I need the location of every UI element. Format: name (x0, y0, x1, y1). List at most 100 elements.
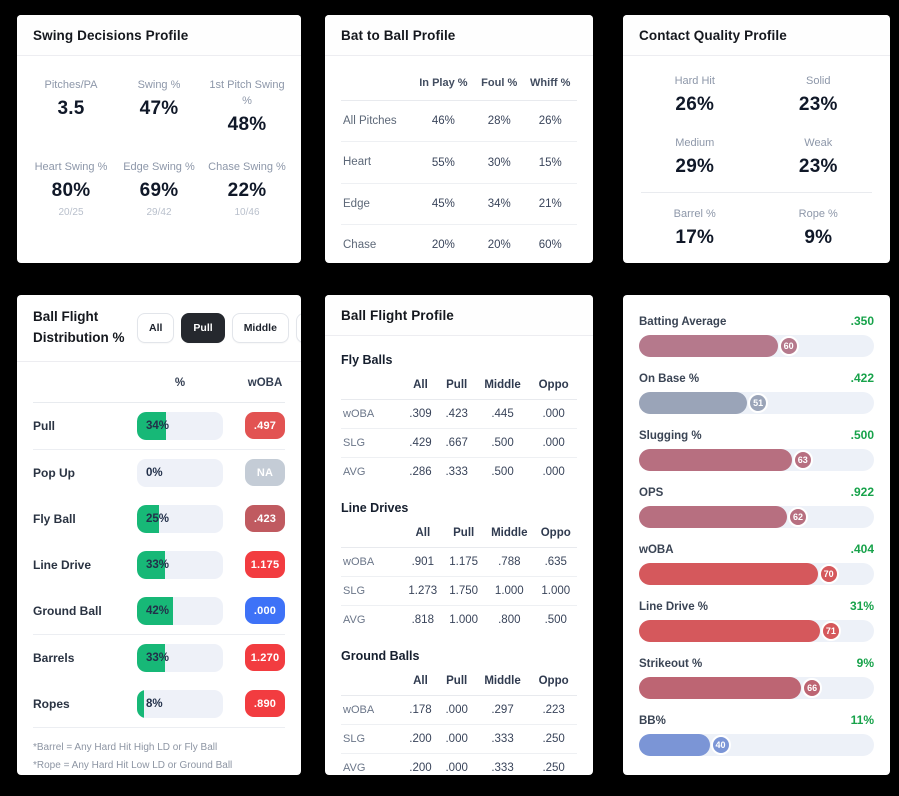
table-header-row: In Play % Foul % Whiff % (341, 64, 577, 102)
stat-value: 80% (51, 179, 91, 201)
percentile-badge: 60 (778, 336, 799, 356)
stat-chase-swing-pct: Chase Swing % 22% 10/46 (203, 160, 291, 218)
stat-sub-count: 29/42 (146, 206, 172, 218)
stat-value: .922 (850, 485, 874, 499)
table-row: All Pitches 46% 28% 26% (341, 100, 577, 143)
pct-bar-fill (137, 689, 144, 718)
stat-value: 69% (139, 179, 179, 201)
stat-label: Chase Swing % (208, 160, 286, 173)
col-oppo: Oppo (530, 371, 577, 400)
cell: .500 (474, 428, 531, 458)
row-label: AVG (343, 614, 366, 626)
section-title-ground-balls: Ground Balls (341, 649, 420, 663)
stat-value: 26% (675, 93, 715, 115)
col-pull: Pull (443, 519, 485, 548)
row-label: AVG (343, 762, 366, 774)
stat-label: Solid (806, 75, 831, 87)
stat-value: 3.5 (57, 97, 85, 119)
stat-heart-swing-pct: Heart Swing % 80% 20/25 (27, 160, 115, 218)
cell: .445 (474, 399, 531, 429)
tab-pull[interactable]: Pull (181, 312, 225, 343)
corner-cell (341, 371, 403, 400)
col-middle: Middle (474, 371, 531, 400)
corner-cell (341, 64, 412, 102)
table-header-row: All Pull Middle Oppo (341, 371, 577, 400)
row-label: Ground Ball (33, 603, 102, 618)
stat-value: .350 (850, 314, 874, 328)
stat-hard-hit: Hard Hit 26% (633, 74, 757, 116)
ball-flight-profile-body: Fly Balls All Pull Middle Oppo wOBA .309… (325, 336, 593, 775)
percentile-bar: 51 (639, 392, 874, 414)
col-all: All (402, 519, 444, 548)
row-label: wOBA (341, 695, 403, 725)
dist-row-ground-ball: Ground Ball 42% .000 (33, 588, 285, 635)
section-title-line-drives: Line Drives (341, 501, 409, 515)
tab-middle[interactable]: Middle (231, 312, 289, 343)
col-oppo: Oppo (534, 519, 577, 548)
table-row: Chase 20% 20% 60% (341, 224, 577, 263)
stat-value: 23% (798, 155, 838, 177)
stat-label: wOBA (639, 544, 674, 556)
percentile-badge: 66 (802, 678, 823, 698)
row-label: AVG (343, 466, 366, 478)
tab-all[interactable]: All (137, 312, 175, 343)
cell: .901 (402, 547, 444, 577)
percentile-bar: 71 (639, 620, 874, 642)
percentile-bar-fill (639, 392, 748, 414)
stat-value: .500 (850, 428, 874, 442)
cell: 21% (523, 183, 577, 225)
contact-stats-grid: Hard Hit 26% Solid 23% Medium 29% Weak 2… (623, 56, 890, 178)
card-header: Bat to Ball Profile (325, 15, 593, 56)
row-label: Fly Ball (33, 511, 76, 526)
card-title: Bat to Ball Profile (341, 28, 456, 43)
row-label: Edge (341, 183, 412, 225)
pct-bar-value: 0% (146, 466, 163, 479)
row-label: SLG (341, 576, 403, 606)
cell: .788 (484, 547, 535, 577)
col-header-woba: wOBA (247, 376, 283, 389)
percentile-bar: 63 (639, 449, 874, 471)
footnote-barrel: *Barrel = Any Hard Hit High LD or Fly Ba… (33, 741, 218, 753)
cell: .250 (542, 762, 565, 774)
stat-batting-average: Batting Average .350 60 (639, 314, 874, 357)
stat-label: Edge Swing % (123, 160, 195, 173)
percentile-stats-body: Batting Average .350 60 On Base % .422 5… (623, 295, 890, 756)
cell: .333 (445, 466, 468, 478)
cell: .333 (474, 724, 531, 754)
stat-label: Weak (804, 136, 833, 149)
row-label: Barrels (33, 650, 75, 665)
cell: .309 (402, 399, 439, 429)
pct-bar: 33% (137, 643, 223, 672)
cell: .500 (544, 614, 567, 626)
card-header: Ball Flight Profile (325, 295, 593, 336)
table-row: wOBA .901 1.175 .788 .635 (341, 547, 577, 577)
cell: .000 (438, 724, 475, 754)
stat-label: Rope % (798, 207, 838, 220)
pct-bar: 8% (137, 689, 223, 718)
row-label: Pull (33, 418, 56, 433)
cell: .635 (534, 547, 577, 577)
stat-bb-pct: BB% 11% 40 (639, 713, 874, 756)
stat-label: Barrel % (673, 207, 716, 220)
footnote-rope: *Rope = Any Hard Hit Low LD or Ground Ba… (33, 760, 233, 772)
card-header: Swing Decisions Profile (17, 15, 301, 56)
percentile-bar: 40 (639, 734, 874, 756)
stat-slugging-pct: Slugging % .500 63 (639, 428, 874, 471)
stat-label: OPS (639, 487, 664, 499)
cell: .250 (530, 724, 577, 754)
woba-badge: .497 (245, 412, 285, 440)
contact-quality-card: Contact Quality Profile Hard Hit 26% Sol… (623, 15, 890, 263)
cell: 45% (411, 183, 475, 225)
fly-balls-table: All Pull Middle Oppo wOBA .309 .423 .445… (341, 371, 577, 486)
stat-value: 47% (139, 97, 179, 119)
col-middle: Middle (484, 519, 535, 548)
stat-first-pitch-swing-pct: 1st Pitch Swing % 48% (203, 78, 291, 136)
col-all: All (402, 371, 439, 400)
corner-cell (341, 667, 403, 696)
tab-oppo[interactable]: Oppo (295, 312, 301, 343)
stat-label: Batting Average (639, 316, 727, 328)
row-label: Heart (341, 141, 412, 184)
stat-ops: OPS .922 62 (639, 485, 874, 528)
stat-label: Strikeout % (639, 658, 703, 670)
pct-bar-value: 33% (146, 651, 170, 664)
